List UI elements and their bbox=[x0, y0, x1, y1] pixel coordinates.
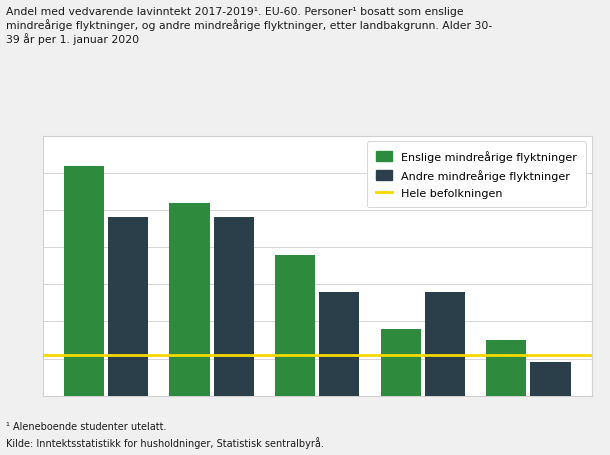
Bar bbox=[275, 255, 315, 396]
Text: ¹ Aleneboende studenter utelatt.: ¹ Aleneboende studenter utelatt. bbox=[6, 421, 167, 431]
Text: Kilde: Inntektsstatistikk for husholdninger, Statistisk sentralbyrå.: Kilde: Inntektsstatistikk for husholdnin… bbox=[6, 436, 324, 448]
Text: Andel med vedvarende lavinntekt 2017-2019¹. EU-60. Personer¹ bosatt som enslige
: Andel med vedvarende lavinntekt 2017-201… bbox=[6, 7, 492, 45]
Bar bbox=[486, 340, 526, 396]
Bar bbox=[214, 218, 254, 396]
Bar bbox=[108, 218, 148, 396]
Legend: Enslige mindreårige flyktninger, Andre mindreårige flyktninger, Hele befolkninge: Enslige mindreårige flyktninger, Andre m… bbox=[367, 142, 586, 207]
Bar bbox=[319, 292, 359, 396]
Bar bbox=[381, 329, 421, 396]
Bar bbox=[170, 203, 209, 396]
Bar bbox=[64, 166, 104, 396]
Bar bbox=[531, 363, 570, 396]
Bar bbox=[425, 292, 465, 396]
